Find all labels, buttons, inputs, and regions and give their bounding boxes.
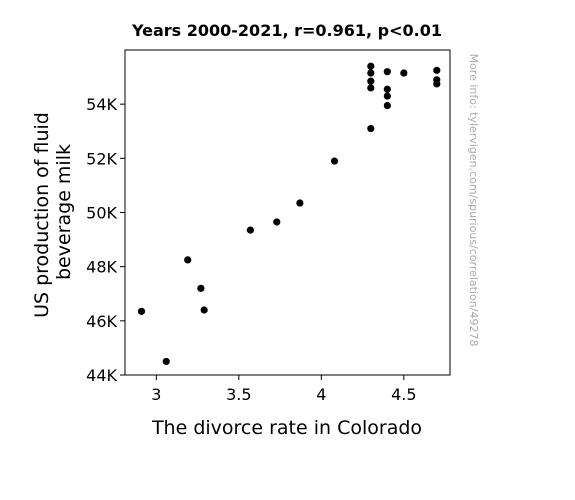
data-point: [367, 84, 375, 92]
y-tick-label: 44K: [86, 366, 117, 385]
data-point: [137, 307, 146, 315]
data-point: [367, 62, 375, 70]
x-tick-label: 4.5: [391, 385, 416, 404]
source-note: More info: tylervigen.com/spurious/corre…: [467, 54, 480, 347]
data-point: [330, 157, 339, 165]
y-tick-label: 54K: [86, 95, 117, 114]
y-tick-label: 52K: [86, 149, 117, 168]
data-point: [246, 226, 254, 234]
chart-title: Years 2000-2021, r=0.961, p<0.01: [131, 21, 442, 40]
data-point: [162, 357, 170, 366]
y-axis-label-line-1: US production of fluid: [31, 112, 53, 318]
data-point: [383, 85, 391, 93]
y-tick-label: 46K: [86, 312, 117, 331]
data-point: [383, 92, 391, 100]
y-axis-label-line-2: beverage milk: [53, 144, 75, 280]
x-tick-label: 4: [316, 385, 326, 404]
data-point: [367, 69, 375, 77]
data-point: [273, 218, 281, 226]
data-points: [137, 62, 441, 366]
x-tick-label: 3.5: [226, 385, 251, 404]
data-point: [197, 284, 205, 292]
data-point: [383, 101, 391, 110]
data-point: [383, 68, 391, 76]
data-point: [433, 66, 441, 74]
data-point: [296, 199, 304, 207]
x-axis-label: The divorce rate in Colorado: [151, 417, 422, 439]
y-tick-label: 50K: [86, 204, 117, 223]
data-point: [433, 76, 441, 84]
data-point: [367, 124, 375, 133]
y-axis-ticks: 44K 46K 48K 50K 52K 54K: [86, 95, 125, 385]
data-point: [400, 69, 408, 77]
x-axis-ticks: 3 3.5 4 4.5: [151, 375, 417, 404]
data-point: [367, 77, 375, 85]
x-tick-label: 3: [151, 385, 161, 404]
y-tick-label: 48K: [86, 258, 117, 277]
y-axis-label: US production of fluid beverage milk: [31, 106, 75, 318]
data-point: [200, 306, 208, 314]
plot-frame: [124, 49, 451, 376]
data-point: [184, 256, 192, 264]
